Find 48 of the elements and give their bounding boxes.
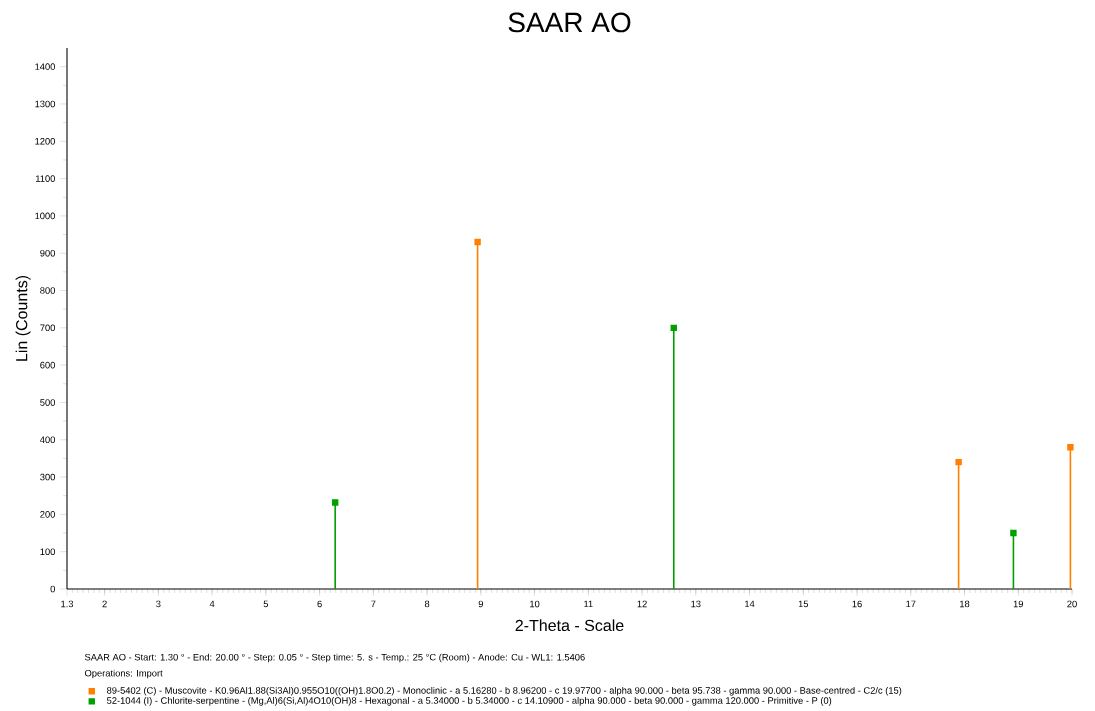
- x-tick-label: 18: [960, 600, 970, 608]
- x-tick-label: 15: [798, 600, 809, 608]
- y-tick-label: 700: [40, 324, 55, 332]
- y-tick-label: 1000: [35, 212, 55, 220]
- y-tick-label: 100: [40, 548, 55, 555]
- x-tick-label: 11: [584, 600, 593, 608]
- x-tick-label: 13: [691, 600, 701, 608]
- x-tick-label: 12: [637, 600, 647, 608]
- point: [1010, 529, 1017, 537]
- y-tick-label: 1400: [35, 63, 55, 70]
- x-tick-label: 20: [1067, 600, 1077, 608]
- y-tick-label: 0: [50, 585, 55, 593]
- y-tick-label: 1300: [35, 100, 55, 108]
- x-tick-label: 3: [156, 600, 161, 608]
- x-tick-label: 5: [263, 600, 269, 608]
- x-tick-label: 7: [371, 600, 376, 608]
- chart-title: SAAR AO: [508, 12, 631, 33]
- y-tick-label: 400: [40, 436, 55, 444]
- x-tick-label: 8: [424, 600, 430, 608]
- point: [331, 499, 339, 506]
- x-tick-label: 1.3: [61, 600, 74, 608]
- y-tick-label: 900: [40, 249, 55, 257]
- y-axis-title: Lin (Counts): [15, 275, 31, 361]
- x-tick-label: 10: [530, 600, 540, 608]
- y-tick-label: 1100: [36, 175, 55, 182]
- point: [955, 458, 962, 466]
- point: [1067, 444, 1074, 451]
- legend-label: 52-1044 (I) - Chlorite-serpentine - (Mg,Al)6(Si,Al)4O10(OH)8 - Hexagonal - a 5.34000 - b 5.34000 - c 14.10900 - alpha 90.000 - beta 90.000 - gamma 120.000 - Primitive - P (0): [107, 696, 832, 706]
- y-tick-label: 1200: [35, 137, 55, 145]
- x-tick-label: 19: [1013, 600, 1024, 608]
- y-tick-label: 800: [40, 287, 55, 294]
- x-tick-label: 2: [102, 600, 107, 608]
- x-tick-label: 17: [906, 600, 916, 608]
- text: Operations: Import: [84, 669, 163, 679]
- y-tick-label: 600: [40, 361, 55, 369]
- x-tick-label: 14: [745, 600, 755, 608]
- x-tick-label: 4: [209, 600, 215, 608]
- legend-label: 89-5402 (C) - Muscovite - K0.96Al1.88(Si3Al)0.955O10((OH)1.8O0.2) - Monoclinic - a 5.16280 - b 8.96200 - c 19.97700 - alpha 90.000 - beta 95.738 - gamma 90.000 - Base-centred - C2/c (15): [107, 686, 902, 696]
- x-tick-label: 6: [317, 600, 322, 608]
- point: [474, 238, 481, 246]
- y-tick-label: 500: [40, 399, 55, 406]
- x-tick-label: 9: [478, 600, 483, 608]
- y-tick-label: 300: [40, 473, 55, 481]
- point: [670, 324, 677, 332]
- text: SAAR AO - Start: 1.30 ° - End: 20.00 ° - Step: 0.05 ° - Step time: 5. s - Temp.: 25 °C (Room) - Anode: Cu - WL1: 1.5406: [84, 653, 585, 663]
- x-tick-label: 16: [852, 600, 862, 608]
- x-axis-title: 2-Theta - Scale: [515, 619, 624, 632]
- y-tick-label: 200: [40, 511, 55, 518]
